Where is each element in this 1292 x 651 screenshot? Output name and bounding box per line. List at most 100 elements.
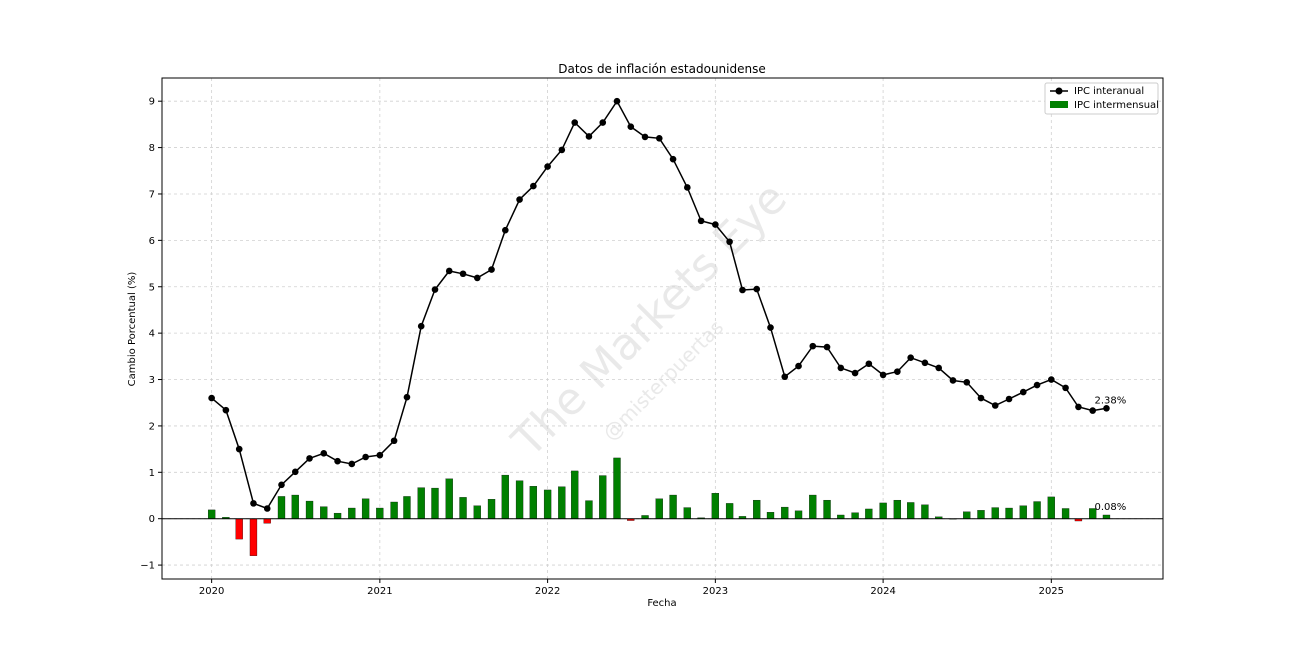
mom-bar [333, 512, 342, 519]
yoy-point [949, 377, 957, 384]
mom-bar [207, 509, 216, 519]
yoy-point [362, 453, 369, 461]
y-tick-label: 5 [149, 282, 155, 293]
mom-bar [459, 497, 467, 519]
mom-bar [963, 511, 971, 519]
yoy-point [907, 354, 914, 362]
y-axis: −1 0 1 2 3 4 5 6 7 8 9 [140, 97, 162, 572]
yoy-point [977, 394, 985, 402]
yoy-point [795, 362, 802, 370]
mom-bar [403, 496, 411, 519]
mom-bar [865, 508, 873, 519]
mom-bar [291, 494, 299, 519]
legend: IPC interanual IPC intermensual [1044, 82, 1159, 115]
mom-bar [263, 518, 271, 524]
yoy-point [502, 226, 509, 234]
y-tick-label: 4 [149, 329, 155, 340]
y-tick-label: 1 [149, 468, 155, 479]
yoy-point [334, 457, 341, 465]
x-tick-label: 2023 [703, 586, 728, 597]
legend-label-yoy: IPC interanual [1074, 86, 1144, 97]
value-annotation: 0.08% [1094, 502, 1126, 513]
x-tick-label: 2022 [535, 586, 560, 597]
mom-bar [851, 512, 859, 519]
yoy-point [1089, 407, 1096, 414]
mom-bar [837, 514, 845, 519]
yoy-point [320, 449, 328, 457]
yoy-point [1019, 388, 1027, 396]
yoy-point [585, 133, 593, 140]
x-tick-label: 2025 [1039, 586, 1064, 597]
y-tick-label: −1 [140, 561, 155, 572]
yoy-point [222, 406, 230, 414]
yoy-point [865, 360, 873, 368]
mom-bars [207, 457, 1111, 556]
x-tick-label: 2024 [870, 586, 895, 597]
yoy-point [894, 368, 901, 375]
yoy-point [1075, 403, 1082, 411]
mom-bar [613, 457, 621, 519]
y-tick-label: 2 [149, 421, 155, 432]
yoy-point [921, 359, 929, 367]
mom-bar [249, 518, 258, 556]
mom-bar [277, 496, 286, 519]
yoy-point [306, 455, 313, 462]
watermark: The Markets Eye @misterpuertas [502, 173, 797, 468]
yoy-point [516, 196, 523, 203]
mom-bar [390, 501, 398, 519]
yoy-point [655, 135, 663, 142]
x-tick-label: 2021 [367, 586, 392, 597]
legend-label-mom: IPC intermensual [1074, 100, 1159, 111]
yoy-point [250, 500, 257, 507]
x-axis-title: Fecha [647, 598, 676, 609]
mom-bar [823, 499, 831, 519]
mom-bar [487, 499, 496, 519]
mom-bar [445, 478, 453, 519]
mom-bar [893, 499, 902, 519]
yoy-point [641, 133, 649, 141]
yoy-point [571, 119, 579, 126]
yoy-point [935, 364, 943, 372]
mom-bar [417, 487, 425, 519]
mom-bar [1005, 507, 1013, 519]
yoy-point [851, 369, 859, 377]
mom-bar [766, 512, 775, 519]
yoy-point [544, 163, 551, 170]
yoy-point [739, 286, 746, 294]
yoy-point [781, 373, 789, 381]
mom-bar [809, 494, 817, 519]
legend-bar-swatch [1050, 101, 1068, 108]
mom-bar [711, 493, 720, 519]
y-tick-label: 9 [149, 97, 155, 108]
mom-bar [879, 502, 887, 519]
mom-bar [725, 503, 734, 519]
annotations: 2.38% 0.08% [1094, 395, 1126, 513]
yoy-point [767, 324, 774, 331]
yoy-point [1062, 384, 1069, 392]
y-tick-label: 0 [149, 514, 155, 525]
mom-bar [753, 499, 761, 519]
mom-bar [781, 506, 789, 519]
yoy-point [263, 505, 271, 512]
yoy-point [991, 402, 999, 409]
mom-bar [977, 510, 985, 519]
yoy-point [753, 285, 761, 293]
yoy-point [1048, 376, 1055, 383]
mom-bar [1019, 505, 1027, 519]
mom-bar [1102, 514, 1111, 519]
yoy-point [823, 343, 831, 351]
yoy-line [208, 97, 1110, 512]
yoy-point [488, 266, 495, 273]
yoy-point [726, 238, 733, 246]
mom-bar [655, 498, 663, 519]
plot-frame [161, 77, 1164, 580]
yoy-point [278, 481, 285, 489]
yoy-point [473, 274, 481, 282]
y-axis-title: Cambio Porcentual (%) [127, 272, 138, 387]
yoy-point [348, 460, 356, 468]
yoy-point [627, 123, 635, 131]
yoy-point [558, 146, 566, 154]
yoy-point [376, 451, 384, 459]
mom-bar [473, 505, 481, 519]
mom-bar [921, 504, 929, 519]
